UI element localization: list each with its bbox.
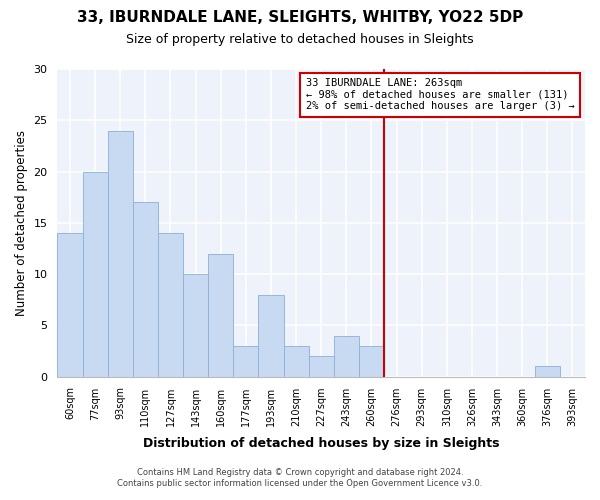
Text: 33 IBURNDALE LANE: 263sqm
← 98% of detached houses are smaller (131)
2% of semi-: 33 IBURNDALE LANE: 263sqm ← 98% of detac… <box>305 78 574 112</box>
X-axis label: Distribution of detached houses by size in Sleights: Distribution of detached houses by size … <box>143 437 499 450</box>
Bar <box>259 294 284 376</box>
Text: 33, IBURNDALE LANE, SLEIGHTS, WHITBY, YO22 5DP: 33, IBURNDALE LANE, SLEIGHTS, WHITBY, YO… <box>77 10 523 25</box>
Bar <box>308 356 334 376</box>
Bar <box>83 172 107 376</box>
Bar <box>208 254 233 376</box>
Bar <box>284 346 308 376</box>
Text: Contains HM Land Registry data © Crown copyright and database right 2024.
Contai: Contains HM Land Registry data © Crown c… <box>118 468 482 487</box>
Bar <box>535 366 560 376</box>
Bar <box>334 336 359 376</box>
Bar <box>183 274 208 376</box>
Text: Size of property relative to detached houses in Sleights: Size of property relative to detached ho… <box>126 32 474 46</box>
Bar <box>107 130 133 376</box>
Bar <box>158 233 183 376</box>
Y-axis label: Number of detached properties: Number of detached properties <box>15 130 28 316</box>
Bar <box>233 346 259 376</box>
Bar <box>133 202 158 376</box>
Bar <box>58 233 83 376</box>
Bar <box>359 346 384 376</box>
